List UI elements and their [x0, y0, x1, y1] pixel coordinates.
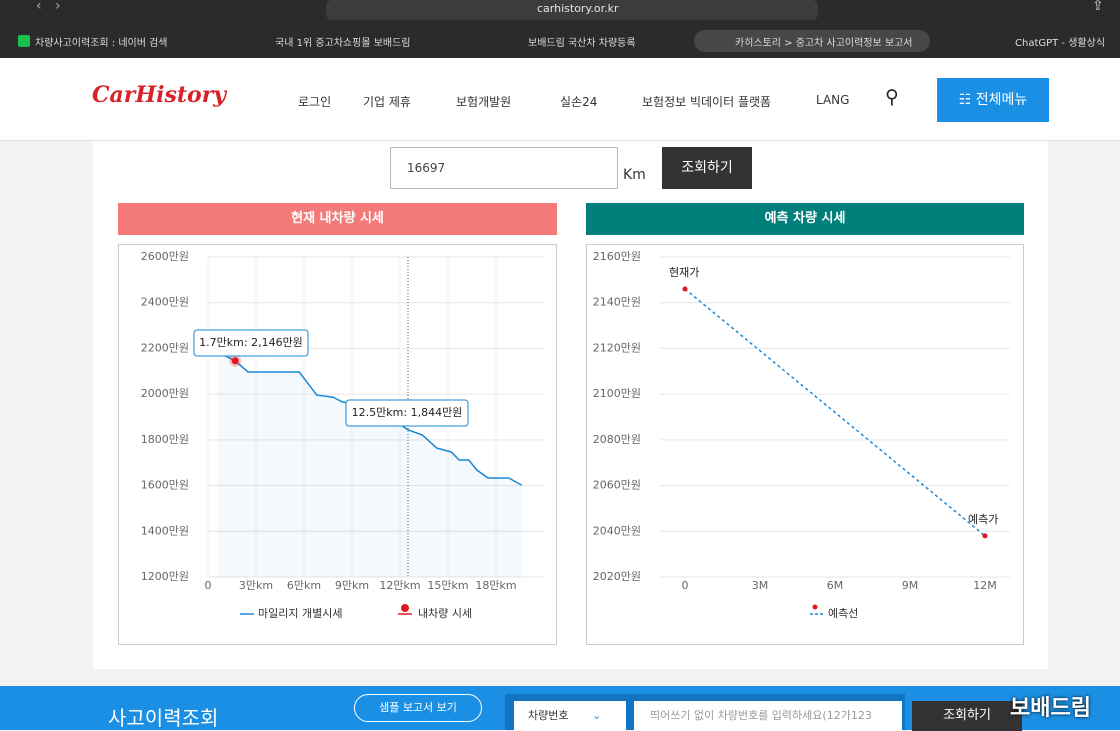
unit: Km [623, 167, 646, 183]
tooltip-box [193, 329, 309, 357]
nav-item[interactable]: 보험정보 빅데이터 플랫폼 [642, 95, 772, 109]
y-tick-label: 2600만원 [141, 250, 189, 263]
plate-input[interactable]: 띄어쓰기 없이 차량번호를 입력하세요(12가123 [634, 701, 902, 731]
active-bookmark-bg [694, 30, 930, 52]
x-tick-label: 15만km [427, 579, 468, 592]
chart-box [118, 244, 557, 645]
y-tick-label: 2000만원 [141, 387, 189, 400]
line [684, 288, 986, 537]
nav-item[interactable]: 보험개발원 [456, 95, 512, 109]
line [217, 351, 522, 486]
tooltip-box [345, 399, 469, 427]
url: carhistory.or.kr [537, 2, 619, 15]
point [231, 357, 239, 365]
search-icon[interactable]: ⚲ [885, 86, 899, 108]
x-tick-label: 12만km [379, 579, 420, 592]
tooltip-text: 12.5만km: 1,844만원 [352, 406, 463, 419]
share[interactable]: ⇪ [1092, 0, 1104, 14]
bookmark[interactable]: ChatGPT - 생활상식 [1015, 38, 1106, 49]
point [982, 533, 988, 539]
nav-item[interactable]: 로그인 [298, 95, 332, 109]
x-tick-label: 18만km [475, 579, 516, 592]
y-tick-label: 1600만원 [141, 479, 189, 492]
x-tick-label: 6만km [287, 579, 321, 592]
menu-button[interactable]: ☷ 전체메뉴 [937, 78, 1049, 122]
sample-button[interactable]: 샘플 보고서 보기 [354, 694, 482, 722]
x-tick-label: 9M [902, 579, 919, 592]
annotation: 현재가 [669, 266, 699, 279]
y-tick-label: 2160만원 [593, 250, 641, 263]
back[interactable]: ‹ › [36, 0, 61, 14]
y-tick-label: 2040만원 [593, 524, 641, 537]
annotation: 예측가 [968, 513, 998, 526]
bookmark[interactable]: 국내 1위 중고차쇼핑몰 보배드림 [275, 38, 411, 49]
x-tick-label: 0 [205, 579, 212, 592]
legend-label: 예측선 [828, 607, 858, 620]
panel-title: 예측 차량 시세 [586, 203, 1024, 235]
y-tick-label: 1400만원 [141, 524, 189, 537]
area [217, 352, 522, 577]
site-header [0, 58, 1120, 141]
y-tick-label: 2080만원 [593, 433, 641, 446]
y-tick-label: 2140만원 [593, 296, 641, 309]
logo[interactable]: CarHistory [92, 82, 227, 108]
y-tick-label: 2100만원 [593, 387, 641, 400]
legend-label: 내차량 시세 [418, 607, 472, 620]
nav-item[interactable]: 기업 제휴 [363, 95, 411, 109]
favicon [18, 35, 30, 47]
y-tick-label: 2400만원 [141, 296, 189, 309]
search-button[interactable]: 조회하기 [662, 147, 752, 189]
x-tick-label: 0 [682, 579, 689, 592]
select[interactable]: 차량번호 ⌄ [514, 701, 626, 731]
y-tick-label: 2060만원 [593, 479, 641, 492]
x-tick-label: 3만km [239, 579, 273, 592]
address-bar[interactable] [326, 0, 818, 20]
y-tick-label: 1800만원 [141, 433, 189, 446]
point [682, 286, 688, 292]
legend-dot [401, 604, 409, 612]
select-label: 차량번호 [528, 709, 569, 722]
menu-label: 전체메뉴 [975, 92, 1028, 108]
bottom-title: 사고이력조회 [108, 706, 219, 730]
x-tick-label: 6M [827, 579, 844, 592]
bookmark[interactable]: 보배드림 국산차 차량등록 [528, 38, 636, 49]
y-tick-label: 2120만원 [593, 341, 641, 354]
watermark: 보배드림 [1010, 696, 1091, 721]
y-tick-label: 2020만원 [593, 570, 641, 583]
bookmark[interactable]: 카히스토리 > 중고차 사고이력정보 보고서 [735, 38, 913, 49]
bottom-search-button[interactable]: 조회하기 [912, 701, 1022, 731]
x-tick-label: 3M [752, 579, 769, 592]
panel-title: 현재 내차량 시세 [118, 203, 557, 235]
mileage-input[interactable]: 16697 [390, 147, 618, 189]
nav-item[interactable]: 실손24 [560, 95, 598, 109]
chart-box [586, 244, 1024, 645]
x-tick-label: 12M [973, 579, 997, 592]
tooltip-text: 1.7만km: 2,146만원 [199, 336, 303, 349]
y-tick-label: 1200만원 [141, 570, 189, 583]
nav-item[interactable]: LANG [816, 93, 850, 107]
y-tick-label: 2200만원 [141, 341, 189, 354]
x-tick-label: 9만km [335, 579, 369, 592]
bookmark[interactable]: 차량사고이력조회 : 네이버 검색 [35, 38, 168, 49]
legend-label: 마일리지 개별시세 [258, 606, 342, 620]
legend-dot [812, 604, 818, 610]
